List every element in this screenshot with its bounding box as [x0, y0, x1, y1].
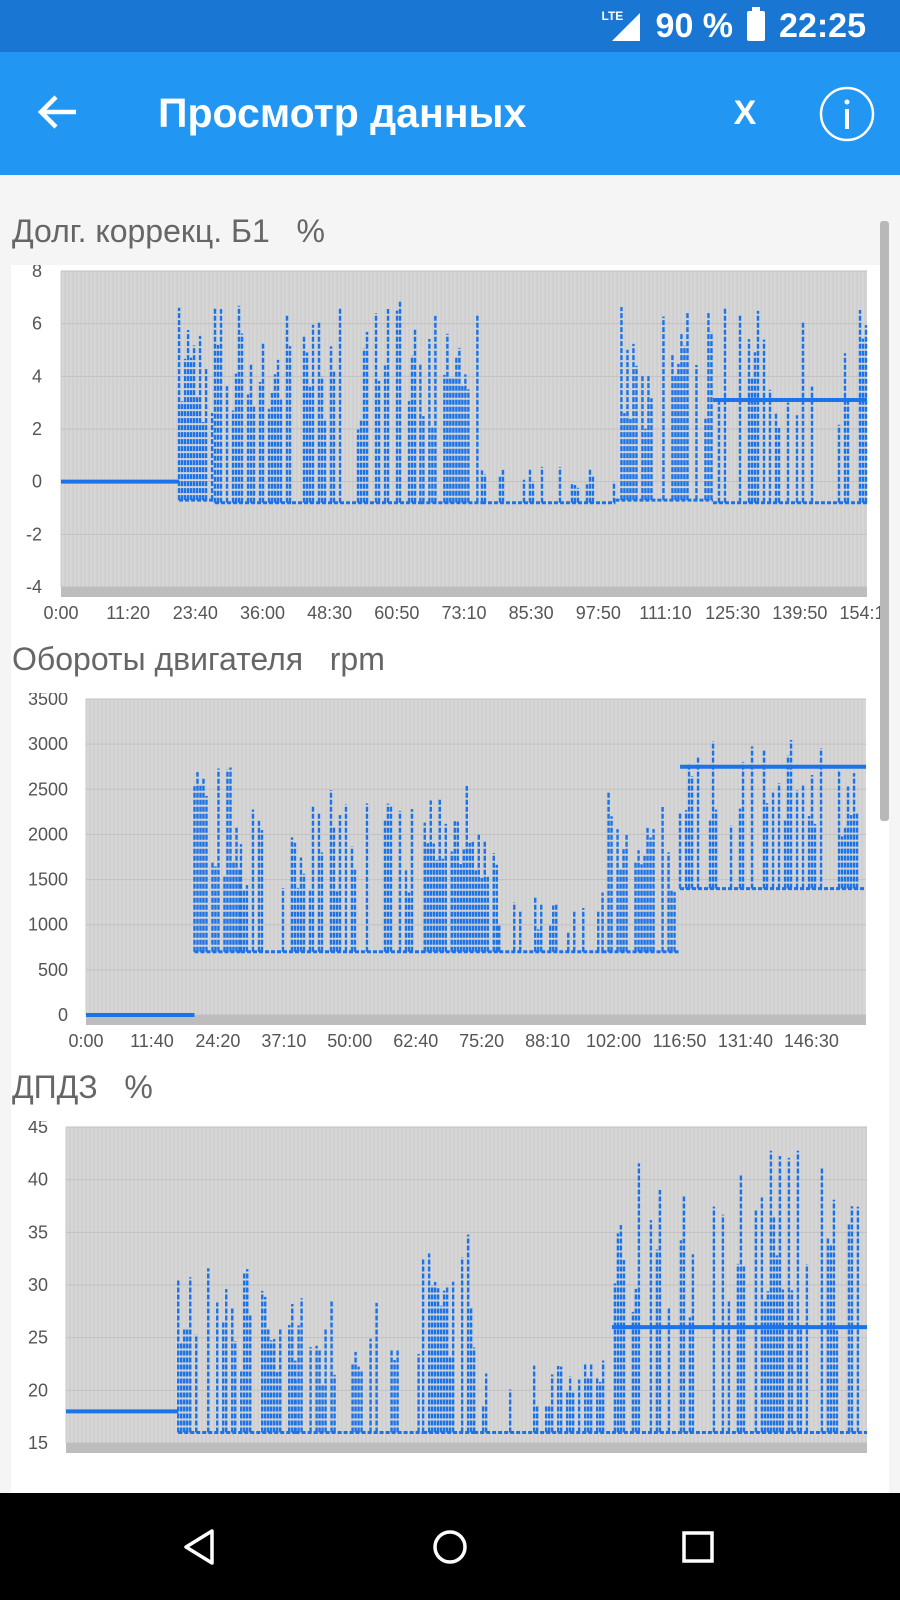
x-tick-label: 111:10 [639, 603, 691, 623]
y-tick-label: 2000 [28, 824, 68, 844]
y-tick-label: 2 [32, 419, 42, 439]
y-tick-label: 6 [32, 314, 42, 334]
y-tick-label: 25 [28, 1328, 48, 1348]
y-tick-label: 45 [28, 1121, 48, 1137]
nav-back-button[interactable] [170, 1517, 230, 1577]
x-tick-label: 50:00 [327, 1031, 372, 1051]
y-tick-label: 0 [32, 472, 42, 492]
x-tick-label: 85:30 [509, 603, 554, 623]
x-axis-band [66, 1443, 867, 1453]
clock: 22:25 [779, 6, 866, 45]
app-bar: Просмотр данных X [0, 52, 900, 175]
info-icon [819, 86, 875, 142]
y-tick-label: -2 [26, 524, 42, 544]
x-tick-label: 11:20 [106, 603, 150, 623]
x-tick-label: 125:30 [705, 603, 760, 623]
x-tick-label: 24:20 [195, 1031, 240, 1051]
recents-square-icon [682, 1531, 714, 1563]
x-tick-label: 36:00 [240, 603, 285, 623]
battery-percentage: 90 % [655, 6, 734, 45]
scrollbar-thumb[interactable] [880, 221, 889, 821]
charts-scroll-area[interactable]: Долг. коррекц. Б1 % 8 6 4 2 0 -2 -4 0:00 11:20 23… [0, 175, 900, 1493]
back-triangle-icon [184, 1529, 214, 1565]
x-tick-label: 73:10 [441, 603, 486, 623]
x-tick-label: 131:40 [718, 1031, 773, 1051]
chart-3-svg: 45 40 35 30 25 20 15 [28, 1117, 867, 1453]
y-tick-label: 3000 [28, 734, 68, 754]
status-icons: LTE 90 % 22:25 [602, 0, 866, 52]
x-tick-label: 116:50 [653, 1031, 707, 1051]
system-nav-bar [0, 1493, 900, 1600]
x-tick-label: 37:10 [261, 1031, 306, 1051]
chart-2-svg: 3500 3000 2500 2000 1500 1000 500 00:00 11:40 24:… [28, 689, 866, 1051]
y-tick-label: 1500 [28, 870, 68, 890]
battery-icon [747, 7, 766, 41]
x-tick-label: 97:50 [576, 603, 621, 623]
y-tick-label: 4 [32, 366, 42, 386]
y-tick-label: 1000 [28, 915, 68, 935]
y-tick-label: 30 [28, 1275, 48, 1295]
y-tick-label: 500 [38, 960, 68, 980]
nav-home-button[interactable] [420, 1517, 480, 1577]
x-tick-label: 0:00 [68, 1031, 103, 1051]
y-tick-label: 35 [28, 1222, 48, 1242]
network-type-label: LTE [601, 9, 624, 23]
info-button[interactable] [818, 85, 876, 143]
x-axis-band [86, 1015, 866, 1025]
x-tick-label: 75:20 [459, 1031, 504, 1051]
x-tick-label: 88:10 [525, 1031, 570, 1051]
chart-3-plot[interactable]: 45 40 35 30 25 20 15 [11, 1117, 889, 1493]
page-title: Просмотр данных [158, 90, 527, 136]
y-tick-label: 20 [28, 1380, 48, 1400]
x-tick-label: 11:40 [130, 1031, 174, 1051]
plot-background [86, 699, 866, 1015]
chart-3-title: ДПДЗ % [12, 1069, 153, 1105]
arrow-left-icon [37, 95, 76, 129]
y-tick-label: 0 [58, 1005, 68, 1025]
y-tick-label: 40 [28, 1170, 48, 1190]
y-tick-label: -4 [26, 577, 42, 597]
nav-recents-button[interactable] [668, 1517, 728, 1577]
signal-icon: LTE [602, 9, 642, 43]
y-tick-label: 2500 [28, 779, 68, 799]
chart-2-title: Обороты двигателя rpm [12, 641, 385, 677]
y-tick-label: 8 [32, 265, 42, 281]
y-tick-label: 15 [28, 1433, 48, 1453]
x-axis-band [61, 587, 867, 597]
x-tick-label: 60:50 [374, 603, 419, 623]
x-tick-label: 139:50 [772, 603, 827, 623]
x-tick-label: 48:30 [307, 603, 352, 623]
x-tick-label: 0:00 [43, 603, 78, 623]
y-tick-label: 3500 [28, 693, 68, 709]
home-circle-icon [433, 1530, 467, 1564]
close-button[interactable]: X [733, 94, 757, 132]
x-tick-label: 62:40 [393, 1031, 438, 1051]
status-bar: LTE 90 % 22:25 [0, 0, 900, 52]
x-tick-label: 102:00 [586, 1031, 641, 1051]
chart-2-plot[interactable]: 3500 3000 2500 2000 1500 1000 500 0 0:00 11:40 24:… [11, 689, 889, 1236]
x-tick-label: 146:30 [784, 1031, 839, 1051]
back-button[interactable] [34, 84, 90, 140]
chart-1-title: Долг. коррекц. Б1 % [12, 213, 325, 249]
chart-1-svg: 8 6 4 2 0 -2 -40:00 11:20 23:40 36:00 48:30 60:50 73… [26, 261, 895, 623]
x-tick-label: 23:40 [173, 603, 218, 623]
